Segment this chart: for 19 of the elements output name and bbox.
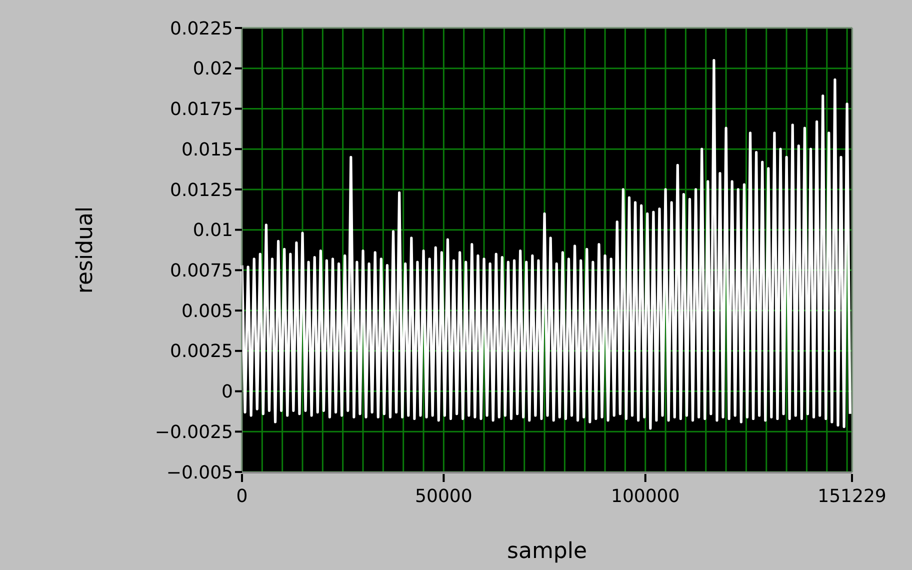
x-tick-label: 151229 — [818, 486, 886, 507]
y-tick-label: 0.0075 — [170, 260, 233, 282]
y-tick-label: −0.0025 — [154, 422, 233, 443]
x-tick-label: 50000 — [415, 486, 472, 507]
y-tick-label: 0.0125 — [170, 180, 233, 201]
y-tick-label: 0.0175 — [170, 99, 233, 120]
y-tick-label: 0 — [222, 382, 233, 403]
x-axis-title: sample — [507, 539, 587, 564]
x-tick-label: 0 — [236, 486, 248, 507]
y-tick-label: 0.015 — [181, 139, 233, 160]
y-tick-label: 0.02 — [192, 58, 233, 80]
y-axis-title: residual — [73, 206, 98, 294]
y-tick-label: 0.0025 — [170, 341, 233, 362]
y-tick-label: 0.0225 — [170, 18, 233, 40]
x-tick-label: 100000 — [611, 486, 680, 507]
y-tick-label: −0.005 — [166, 462, 233, 484]
line-series — [240, 58, 852, 430]
y-tick-label: 0.01 — [192, 220, 233, 242]
y-tick-label: 0.005 — [181, 300, 233, 322]
